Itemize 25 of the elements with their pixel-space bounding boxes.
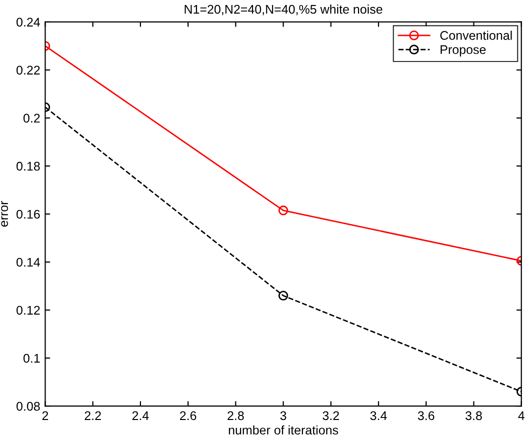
x-axis-title: number of iterations (228, 425, 338, 435)
y-tick-label: 0.08 (16, 402, 40, 411)
x-tick-label: 3.6 (418, 411, 434, 420)
y-tick-label: 0.22 (16, 66, 40, 75)
legend-label: Conventional (440, 30, 512, 40)
chart-title: N1=20,N2=40,N=40,%5 white noise (184, 4, 382, 16)
x-tick-label: 3.8 (466, 411, 482, 420)
x-tick-label: 2.2 (84, 411, 101, 420)
y-tick-label: 0.24 (16, 18, 40, 27)
y-tick-label: 0.16 (16, 210, 40, 219)
y-tick-label: 0.14 (16, 258, 40, 267)
y-tick-label: 0.12 (16, 306, 40, 315)
x-tick-label: 2.6 (180, 411, 196, 420)
x-tick-label: 3.4 (370, 411, 387, 420)
y-tick-label: 0.1 (23, 354, 40, 363)
y-tick-label: 0.2 (23, 114, 40, 123)
y-axis-title: error (1, 201, 8, 227)
x-tick-label: 3 (280, 411, 286, 420)
x-tick-label: 2.8 (228, 411, 244, 420)
x-tick-label: 4 (518, 411, 524, 420)
x-tick-label: 3.2 (322, 411, 339, 420)
x-tick-label: 2 (42, 411, 48, 420)
legend-label: Propose (440, 45, 486, 57)
x-tick-label: 2.4 (132, 411, 149, 420)
y-tick-label: 0.18 (16, 162, 40, 171)
